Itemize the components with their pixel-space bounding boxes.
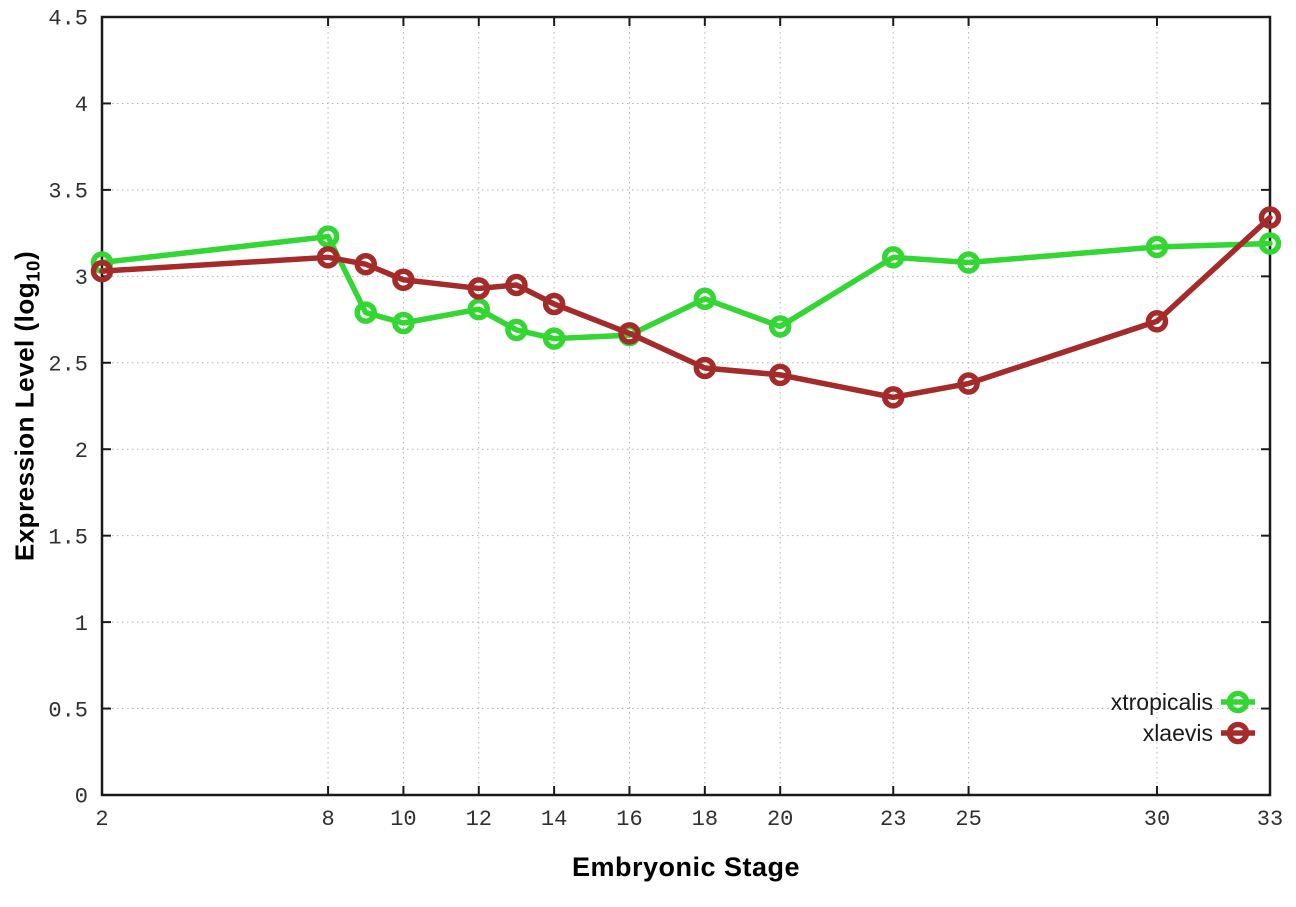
legend-marker-xtropicalis [1226,690,1250,714]
y-axis-title-close: ) [9,250,40,261]
x-tick-label: 23 [880,807,906,832]
y-tick-label: 1.5 [48,525,88,550]
data-point-xtropicalis-9 [354,301,377,324]
data-point-xlaevis-13 [505,273,528,297]
data-point-xtropicalis-25 [957,251,980,274]
data-point-xtropicalis-18 [693,287,717,311]
data-point-xlaevis-20 [768,363,792,387]
y-tick-label: 3.5 [48,180,88,205]
x-tick-label: 33 [1257,807,1283,832]
data-point-xtropicalis-12 [467,297,491,321]
data-point-xtropicalis-10 [392,311,415,335]
y-tick-label: 1 [75,612,88,637]
y-tick-label: 0.5 [48,698,88,723]
data-point-xlaevis-8 [316,246,340,269]
data-point-xlaevis-25 [957,372,980,395]
x-tick-label: 16 [616,807,642,832]
y-axis-title-subscript: 10 [22,260,44,282]
data-point-xtropicalis-20 [768,315,792,338]
plot-border [100,15,1272,797]
data-point-xlaevis-12 [467,277,491,300]
data-point-xlaevis-9 [354,252,377,276]
y-tick-label: 3 [75,266,88,291]
data-point-xlaevis-23 [881,386,905,409]
data-point-xlaevis-18 [693,356,717,380]
x-tick-label: 8 [321,807,334,832]
y-tick-label: 2.5 [48,352,88,377]
x-tick-label: 2 [95,807,108,832]
x-tick-label: 18 [692,807,718,832]
series-line-xtropicalis [99,233,1273,342]
y-axis-title-text: Expression Level (log [9,281,40,562]
data-point-xtropicalis-14 [542,327,566,350]
data-point-xlaevis-33 [1258,206,1282,229]
y-tick-label: 4.5 [48,7,88,32]
data-point-xtropicalis-23 [881,246,905,269]
data-point-xlaevis-16 [618,322,641,345]
y-tick-label: 2 [75,439,88,464]
data-point-xtropicalis-33 [1258,232,1282,255]
x-tick-label: 12 [466,807,492,832]
x-tick-label: 25 [955,807,981,832]
x-tick-label: 30 [1144,807,1170,832]
data-point-xlaevis-2 [90,259,114,283]
data-point-xtropicalis-8 [316,225,340,248]
legend-label-xlaevis: xlaevis [1143,720,1213,746]
y-tick-label: 4 [75,93,88,118]
data-point-xlaevis-30 [1145,310,1169,333]
y-tick-label: 0 [75,785,88,810]
data-point-xlaevis-14 [542,292,566,316]
data-point-xtropicalis-13 [505,318,528,342]
data-point-xtropicalis-30 [1145,235,1169,259]
data-point-xlaevis-10 [392,268,415,292]
legend-marker-xlaevis [1226,721,1250,745]
legend-label-xtropicalis: xtropicalis [1111,689,1213,715]
x-tick-label: 10 [390,807,416,832]
x-tick-label: 20 [767,807,793,832]
x-axis-title: Embryonic Stage [571,852,801,882]
y-axis-title: Expression Level (log10) [9,251,44,561]
x-tick-label: 14 [541,807,567,832]
